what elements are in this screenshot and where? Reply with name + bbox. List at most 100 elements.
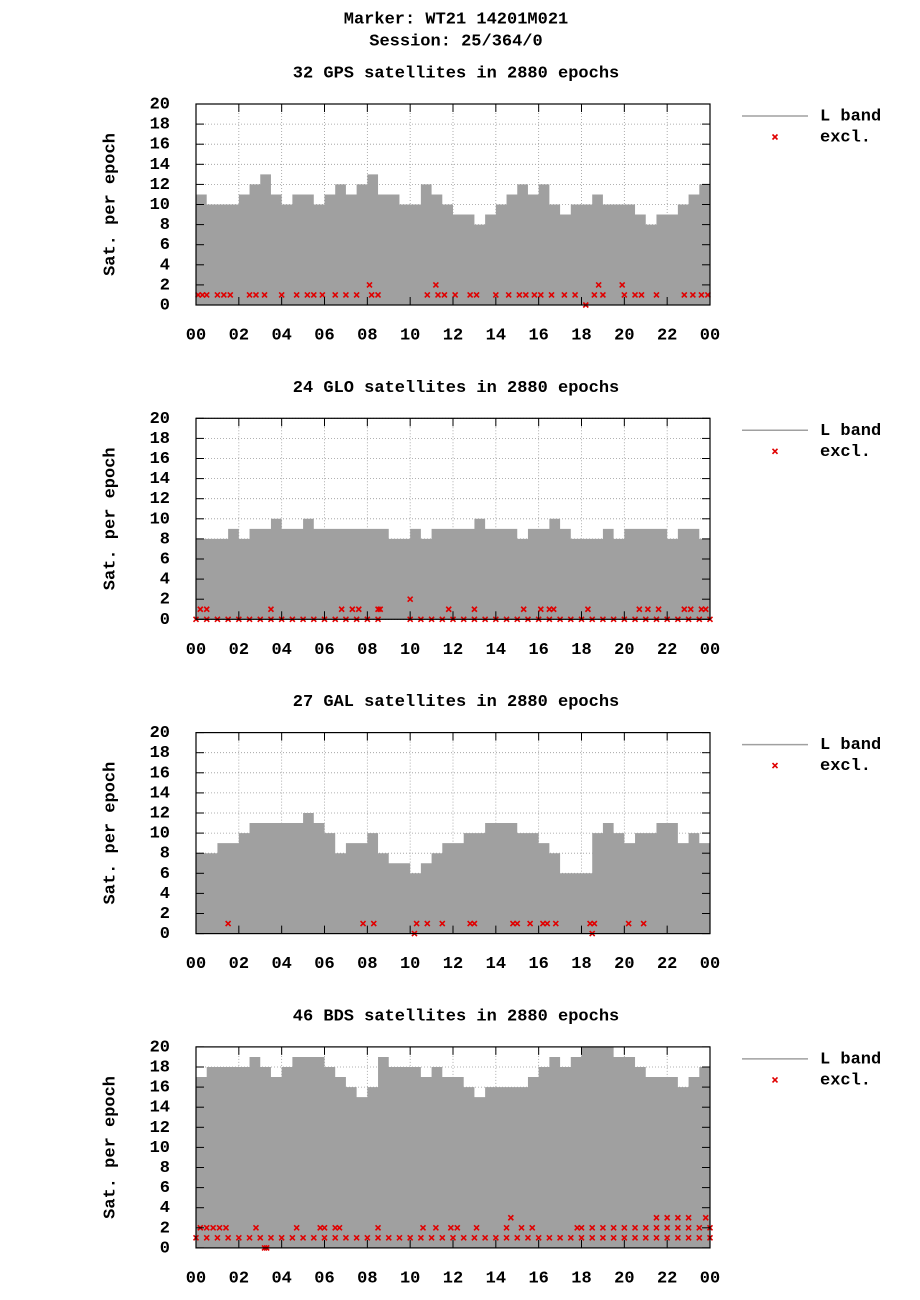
x-tick-label: 08 <box>357 1269 377 1288</box>
excluded-marker <box>355 606 362 613</box>
excluded-marker <box>482 1234 489 1241</box>
x-tick-label: 02 <box>229 1269 249 1288</box>
excluded-marker <box>428 1234 435 1241</box>
excluded-marker <box>304 291 311 299</box>
excluded-marker <box>300 1234 307 1241</box>
excluded-marker <box>524 1234 532 1241</box>
x-tick-label: 14 <box>486 955 506 974</box>
y-tick-label: 8 <box>160 845 170 864</box>
excluded-marker <box>544 920 551 927</box>
excluded-marker <box>227 291 234 299</box>
excluded-marker <box>467 291 474 299</box>
excluded-marker <box>537 606 544 613</box>
excluded-marker <box>640 920 647 927</box>
y-tick-label: 8 <box>160 1159 170 1178</box>
excluded-marker <box>591 920 598 927</box>
y-tick-label: 4 <box>160 256 170 275</box>
x-tick-label: 22 <box>657 1269 677 1288</box>
excluded-marker <box>685 1214 692 1221</box>
y-axis-label: Sat. per epoch <box>101 133 120 276</box>
y-tick-label: 0 <box>160 1239 170 1258</box>
legend-swatch <box>771 448 779 455</box>
y-tick-label: 12 <box>150 804 170 823</box>
satellite-area <box>196 813 710 934</box>
excluded-marker <box>548 291 555 299</box>
excluded-marker <box>584 606 591 613</box>
excluded-marker <box>197 606 204 613</box>
excluded-marker <box>492 1234 499 1241</box>
excluded-marker <box>631 1234 639 1241</box>
excluded-marker <box>516 291 523 299</box>
excluded-marker <box>370 920 377 927</box>
excluded-marker <box>687 606 694 613</box>
excluded-marker <box>631 291 639 299</box>
x-tick-label: 22 <box>657 955 677 974</box>
legend-swatch <box>771 762 779 769</box>
excluded-marker <box>589 1224 596 1231</box>
y-tick-label: 0 <box>160 611 170 630</box>
x-tick-label: 06 <box>314 641 334 660</box>
excluded-marker <box>610 1224 617 1231</box>
x-tick-label: 02 <box>229 326 249 345</box>
y-tick-label: 14 <box>150 470 170 489</box>
chart-title: 24 GLO satellites in 2880 epochs <box>293 379 619 398</box>
y-tick-label: 10 <box>150 825 170 844</box>
excluded-marker <box>374 606 382 613</box>
x-tick-label: 20 <box>614 641 634 660</box>
excluded-marker <box>385 1234 392 1241</box>
y-tick-label: 4 <box>160 1199 170 1218</box>
excluded-marker <box>225 920 232 927</box>
excluded-marker <box>674 1224 681 1231</box>
x-tick-label: 14 <box>486 326 506 345</box>
x-tick-label: 18 <box>571 955 591 974</box>
excluded-marker <box>424 291 431 299</box>
x-tick-label: 04 <box>271 1269 291 1288</box>
excluded-marker <box>424 920 431 927</box>
excluded-marker <box>473 1224 480 1231</box>
excluded-marker <box>235 1234 242 1241</box>
excluded-marker <box>638 291 645 299</box>
excluded-marker <box>535 1234 542 1241</box>
excluded-marker <box>293 291 300 299</box>
excluded-marker <box>492 291 499 299</box>
x-tick-label: 16 <box>528 641 548 660</box>
y-tick-label: 6 <box>160 550 170 569</box>
excluded-marker <box>505 291 512 299</box>
excluded-marker <box>610 1234 617 1241</box>
y-tick-label: 2 <box>160 905 170 924</box>
excluded-marker <box>203 291 210 299</box>
excluded-marker <box>432 1224 439 1231</box>
excluded-marker <box>319 291 326 299</box>
excluded-marker <box>246 1234 253 1241</box>
x-tick-label: 12 <box>443 955 463 974</box>
excluded-marker <box>561 291 568 299</box>
legend-label: excl. <box>820 757 871 776</box>
excluded-marker <box>293 1224 300 1231</box>
excluded-marker <box>674 1214 681 1221</box>
x-tick-label: 00 <box>700 1269 720 1288</box>
excluded-marker <box>681 291 688 299</box>
legend-label: L band <box>820 422 881 441</box>
excluded-marker <box>310 291 317 299</box>
x-tick-label: 02 <box>229 641 249 660</box>
chart-title: 32 GPS satellites in 2880 epochs <box>293 64 619 83</box>
excluded-marker <box>441 291 448 299</box>
y-tick-label: 2 <box>160 1219 170 1238</box>
y-tick-label: 12 <box>150 176 170 195</box>
excluded-marker <box>473 291 480 299</box>
legend-swatch <box>771 133 779 141</box>
excluded-marker <box>419 1224 427 1231</box>
excluded-marker <box>503 1224 510 1231</box>
excluded-marker <box>471 1234 478 1241</box>
excluded-marker <box>246 291 253 299</box>
x-tick-label: 22 <box>657 641 677 660</box>
excluded-marker <box>591 291 598 299</box>
x-tick-label: 00 <box>186 641 206 660</box>
excluded-marker <box>518 1224 525 1231</box>
y-tick-label: 18 <box>150 116 170 135</box>
excluded-marker <box>321 1234 328 1241</box>
excluded-marker <box>621 1224 628 1231</box>
x-tick-label: 00 <box>186 326 206 345</box>
